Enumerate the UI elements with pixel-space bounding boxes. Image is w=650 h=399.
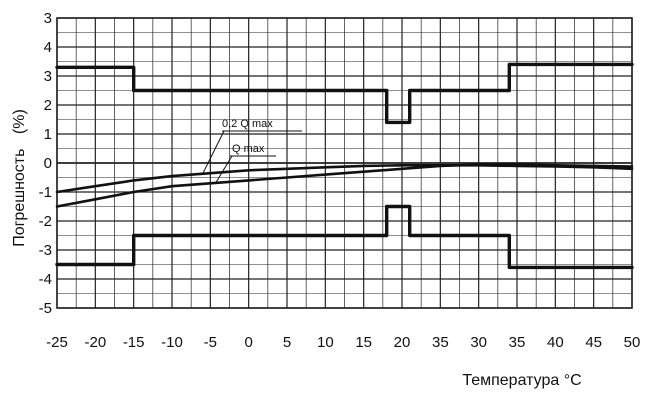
x-tick-label: 10 <box>317 334 334 351</box>
x-tick-label: 20 <box>394 334 411 351</box>
y-tick-labels: 3 4 3 2 1 0 -1 -2 -3 -4 -5 <box>39 10 52 317</box>
y-axis-title: Погрешность (%) <box>11 109 28 247</box>
x-tick-label: 35 <box>432 334 449 351</box>
annotation-02qmax: 0,2 Q max <box>222 118 273 130</box>
x-tick-label: 30 <box>470 334 487 351</box>
y-tick-label: 2 <box>44 97 52 114</box>
annotation-qmax: Q max <box>232 143 265 155</box>
x-axis-label: Температура °С <box>462 372 581 389</box>
x-tick-label: -5 <box>204 334 217 351</box>
x-tick-label: 35 <box>509 334 526 351</box>
grid <box>57 18 632 308</box>
y-axis-label: Погрешность (%) <box>11 109 28 247</box>
y-tick-label: 3 <box>44 68 52 85</box>
y-axis-label-unit: (%) <box>11 109 28 134</box>
x-tick-label: 15 <box>355 334 372 351</box>
x-tick-label: 5 <box>283 334 291 351</box>
x-tick-label: 0 <box>244 334 252 351</box>
x-tick-label: -10 <box>161 334 183 351</box>
x-tick-label: -15 <box>123 334 145 351</box>
annotation-line-02qmax <box>203 131 224 174</box>
y-tick-label: 0 <box>44 155 52 172</box>
x-tick-label: -20 <box>84 334 106 351</box>
x-tick-label: -25 <box>46 334 68 351</box>
y-tick-label: 1 <box>44 126 52 143</box>
x-tick-label: 50 <box>624 334 641 351</box>
y-tick-label: -5 <box>39 300 52 317</box>
y-axis-label-text: Погрешность <box>11 149 28 247</box>
y-tick-label: 3 <box>44 10 52 27</box>
x-tick-labels: -25 -20 -15 -10 -5 0 5 10 15 20 35 30 35 40 45 50 <box>46 334 640 351</box>
y-tick-label: 4 <box>44 39 52 56</box>
y-tick-label: -4 <box>39 271 52 288</box>
y-tick-label: -1 <box>39 184 52 201</box>
y-tick-label: -2 <box>39 213 52 230</box>
x-tick-label: 45 <box>585 334 602 351</box>
x-tick-label: 40 <box>547 334 564 351</box>
y-tick-label: -3 <box>39 242 52 259</box>
